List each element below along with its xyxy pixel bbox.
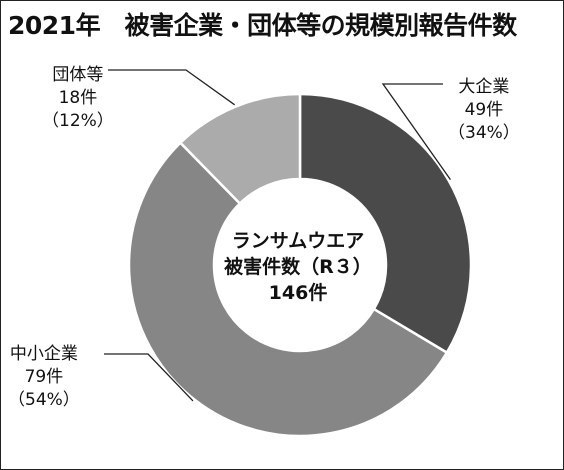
slice-count: 49件: [464, 100, 504, 120]
slice-sme: [127, 141, 449, 438]
slice-percent: （12%）: [42, 111, 114, 131]
slice-name: 団体等: [52, 65, 104, 85]
slice-name: 中小企業: [9, 344, 78, 364]
slice-count: 18件: [58, 88, 98, 108]
slice-count: 79件: [24, 367, 64, 387]
chart-title: 2021年 被害企業・団体等の規模別報告件数: [8, 11, 517, 40]
center-label: ランサムウエア 被害件数（R３） 146件: [198, 228, 398, 306]
center-line-2: 被害件数（R３）: [224, 256, 372, 278]
slice-name: 大企業: [458, 77, 510, 97]
slice-label-large-enterprise: 大企業 49件 （34%）: [448, 76, 520, 145]
leader-line-large-enterprise: [381, 83, 451, 180]
slice-label-sme: 中小企業 79件 （54%）: [8, 343, 80, 412]
slice-large-enterprise: [298, 92, 473, 355]
center-line-3: 146件: [268, 282, 328, 304]
slice-percent: （34%）: [448, 123, 520, 143]
slice-percent: （54%）: [8, 390, 80, 410]
center-line-1: ランサムウエア: [231, 230, 365, 252]
leader-line-sme: [104, 353, 194, 402]
slice-organizations: [178, 92, 302, 206]
leader-line-organizations: [108, 69, 236, 106]
slice-label-organizations: 団体等 18件 （12%）: [42, 64, 114, 133]
